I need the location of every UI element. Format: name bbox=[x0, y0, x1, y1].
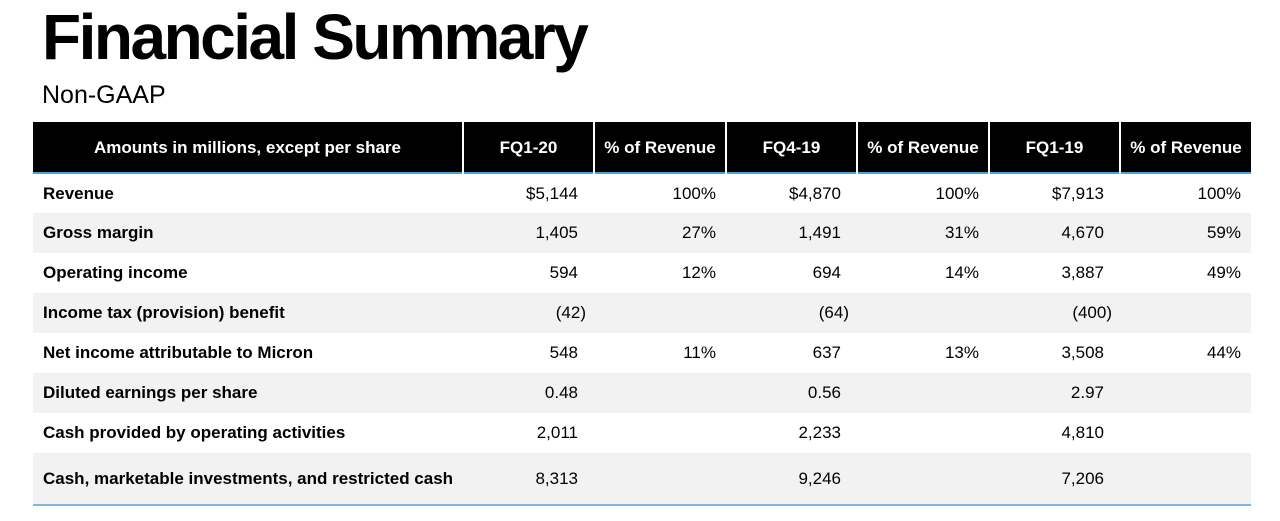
cell-fq1-20-pct: 11% bbox=[594, 333, 726, 373]
cell-fq4-19: 2,233 bbox=[726, 413, 857, 453]
table-row: Cash provided by operating activities 2,… bbox=[33, 413, 1251, 453]
cell-fq1-19-pct bbox=[1120, 373, 1251, 413]
cell-fq1-19: 7,206 bbox=[989, 453, 1120, 505]
header-fq1-19: FQ1-19 bbox=[988, 122, 1120, 173]
cell-fq1-20: (42) bbox=[463, 293, 594, 333]
header-fq1-20: FQ1-20 bbox=[462, 122, 594, 173]
cell-fq4-19: $4,870 bbox=[726, 173, 857, 213]
cell-fq1-20: 0.48 bbox=[463, 373, 594, 413]
cell-fq4-19-pct: 31% bbox=[857, 213, 989, 253]
table-header-row: Amounts in millions, except per share FQ… bbox=[33, 122, 1251, 173]
cell-fq1-19: $7,913 bbox=[989, 173, 1120, 213]
row-label: Operating income bbox=[33, 253, 463, 293]
row-label: Cash provided by operating activities bbox=[33, 413, 463, 453]
cell-fq1-20-pct: 12% bbox=[594, 253, 726, 293]
row-label: Net income attributable to Micron bbox=[33, 333, 463, 373]
cell-fq4-19: 694 bbox=[726, 253, 857, 293]
cell-fq1-19: 4,670 bbox=[989, 213, 1120, 253]
cell-fq4-19: (64) bbox=[726, 293, 857, 333]
cell-fq1-20-pct bbox=[594, 453, 726, 505]
cell-fq1-19-pct: 44% bbox=[1120, 333, 1251, 373]
page-title: Financial Summary bbox=[42, 1, 589, 73]
cell-fq1-19: (400) bbox=[989, 293, 1120, 333]
cell-fq4-19: 1,491 bbox=[726, 213, 857, 253]
cell-fq1-19: 2.97 bbox=[989, 373, 1120, 413]
cell-fq1-19-pct bbox=[1120, 453, 1251, 505]
header-fq4-19: FQ4-19 bbox=[725, 122, 857, 173]
cell-fq1-19-pct bbox=[1120, 293, 1251, 333]
cell-fq1-20: $5,144 bbox=[463, 173, 594, 213]
cell-fq1-19: 4,810 bbox=[989, 413, 1120, 453]
table-row: Diluted earnings per share 0.48 0.56 2.9… bbox=[33, 373, 1251, 413]
cell-fq1-19: 3,508 bbox=[989, 333, 1120, 373]
header-fq4-19-pct: % of Revenue bbox=[856, 122, 989, 173]
header-fq1-20-pct: % of Revenue bbox=[593, 122, 726, 173]
cell-fq1-20-pct: 27% bbox=[594, 213, 726, 253]
table-row: Income tax (provision) benefit (42) (64)… bbox=[33, 293, 1251, 333]
page-subtitle: Non-GAAP bbox=[42, 81, 166, 109]
cell-fq1-20: 594 bbox=[463, 253, 594, 293]
table-row: Gross margin 1,405 27% 1,491 31% 4,670 5… bbox=[33, 213, 1251, 253]
table-row: Net income attributable to Micron 548 11… bbox=[33, 333, 1251, 373]
cell-fq1-19-pct: 59% bbox=[1120, 213, 1251, 253]
cell-fq1-19: 3,887 bbox=[989, 253, 1120, 293]
cell-fq4-19-pct: 100% bbox=[857, 173, 989, 213]
cell-fq4-19-pct bbox=[857, 413, 989, 453]
row-label: Income tax (provision) benefit bbox=[33, 293, 463, 333]
cell-fq4-19-pct bbox=[857, 453, 989, 505]
cell-fq4-19-pct bbox=[857, 293, 989, 333]
cell-fq1-20-pct bbox=[594, 373, 726, 413]
cell-fq4-19-pct: 13% bbox=[857, 333, 989, 373]
cell-fq1-19-pct bbox=[1120, 413, 1251, 453]
cell-fq1-20: 548 bbox=[463, 333, 594, 373]
cell-fq1-20-pct bbox=[594, 293, 726, 333]
cell-fq1-19-pct: 49% bbox=[1120, 253, 1251, 293]
header-fq1-19-pct: % of Revenue bbox=[1119, 122, 1251, 173]
cell-fq1-20-pct bbox=[594, 413, 726, 453]
cell-fq4-19: 0.56 bbox=[726, 373, 857, 413]
cell-fq1-20: 1,405 bbox=[463, 213, 594, 253]
row-label: Cash, marketable investments, and restri… bbox=[33, 453, 463, 505]
cell-fq1-20-pct: 100% bbox=[594, 173, 726, 213]
row-label: Diluted earnings per share bbox=[33, 373, 463, 413]
cell-fq1-20: 2,011 bbox=[463, 413, 594, 453]
cell-fq4-19: 9,246 bbox=[726, 453, 857, 505]
row-label: Gross margin bbox=[33, 213, 463, 253]
table-row: Operating income 594 12% 694 14% 3,887 4… bbox=[33, 253, 1251, 293]
cell-fq1-19-pct: 100% bbox=[1120, 173, 1251, 213]
table-row: Cash, marketable investments, and restri… bbox=[33, 453, 1251, 505]
cell-fq4-19-pct: 14% bbox=[857, 253, 989, 293]
financial-summary-table: Amounts in millions, except per share FQ… bbox=[33, 122, 1251, 506]
header-amounts: Amounts in millions, except per share bbox=[33, 122, 463, 173]
cell-fq1-20: 8,313 bbox=[463, 453, 594, 505]
cell-fq4-19-pct bbox=[857, 373, 989, 413]
cell-fq4-19: 637 bbox=[726, 333, 857, 373]
row-label: Revenue bbox=[33, 173, 463, 213]
table-row: Revenue $5,144 100% $4,870 100% $7,913 1… bbox=[33, 173, 1251, 213]
